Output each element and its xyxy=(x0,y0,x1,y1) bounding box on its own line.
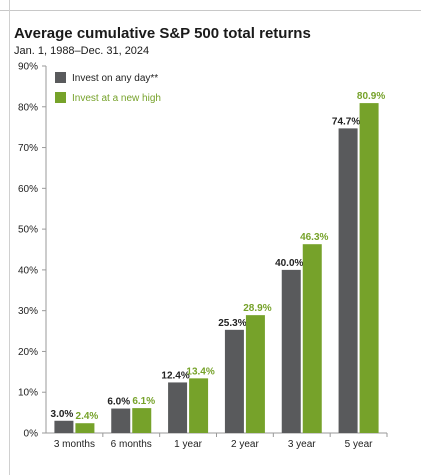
bar xyxy=(224,329,244,433)
data-label: 13.4% xyxy=(186,366,214,377)
bar xyxy=(338,128,358,433)
y-tick-label: 10% xyxy=(18,388,38,399)
data-label: 2.4% xyxy=(76,411,99,422)
bars: 3.0% 2.4% 6.0% 6.1% 12.4%13.4% 25.3% 28.9% 40.0… xyxy=(51,91,385,433)
x-tick-label: 5 year xyxy=(345,439,373,450)
data-label: 6.1% xyxy=(132,396,155,407)
bar xyxy=(132,408,152,433)
bar xyxy=(359,103,379,433)
left-rule xyxy=(9,0,10,475)
y-tick-label: 0% xyxy=(24,429,39,440)
chart-title: Average cumulative S&P 500 total returns xyxy=(14,25,311,42)
y-tick-label: 50% xyxy=(18,225,38,236)
data-label: 80.9% xyxy=(357,91,385,102)
top-rule xyxy=(0,10,421,11)
legend-swatch-new-high xyxy=(55,92,66,103)
chart-subtitle: Jan. 1, 1988–Dec. 31, 2024 xyxy=(14,45,150,57)
x-tick-label: 3 year xyxy=(288,439,316,450)
y-tick-label: 20% xyxy=(18,347,38,358)
bar xyxy=(189,378,209,433)
bar xyxy=(54,420,74,433)
y-tick-label: 70% xyxy=(18,143,38,154)
y-tick-label: 80% xyxy=(18,102,38,113)
x-tick-label: 3 months xyxy=(54,439,95,450)
bar xyxy=(111,408,131,433)
data-label: 40.0% xyxy=(275,258,303,269)
bar xyxy=(245,315,265,433)
y-tick-label: 40% xyxy=(18,265,38,276)
y-tick-label: 90% xyxy=(18,62,38,73)
data-label: 6.0% xyxy=(107,397,130,408)
axes: 0% 10% 20% 30% 40% 50% 60% 70% 80% 90% 3 months 6 m… xyxy=(18,62,388,450)
legend-label-any-day: Invest on any day** xyxy=(72,73,158,84)
data-label: 3.0% xyxy=(51,409,74,420)
data-label: 25.3% xyxy=(218,318,246,329)
bar xyxy=(302,244,322,433)
y-tick-label: 60% xyxy=(18,184,38,195)
x-tick-label: 2 year xyxy=(231,439,259,450)
legend-swatch-any-day xyxy=(55,72,66,83)
bar xyxy=(75,423,95,433)
bar xyxy=(168,382,188,433)
y-tick-label: 30% xyxy=(18,306,38,317)
data-label: 28.9% xyxy=(243,303,271,314)
data-label: 74.7% xyxy=(332,116,360,127)
legend-label-new-high: Invest at a new high xyxy=(72,93,161,104)
bar xyxy=(281,269,301,433)
data-label: 12.4% xyxy=(161,370,189,381)
legend: Invest on any day** Invest at a new high xyxy=(55,72,161,104)
data-label: 46.3% xyxy=(300,232,328,243)
x-tick-label: 1 year xyxy=(174,439,202,450)
x-tick-label: 6 months xyxy=(111,439,152,450)
